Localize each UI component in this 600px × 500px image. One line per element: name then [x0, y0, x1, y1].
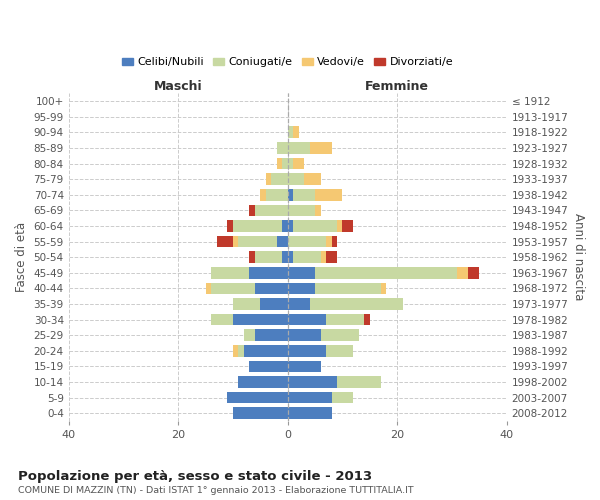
Bar: [255, 204, 287, 216]
Bar: [217, 236, 233, 248]
Bar: [287, 204, 315, 216]
Bar: [326, 252, 337, 263]
Bar: [457, 267, 469, 278]
Bar: [287, 142, 310, 154]
Bar: [326, 314, 364, 326]
Bar: [293, 189, 315, 200]
Bar: [293, 220, 337, 232]
Bar: [238, 376, 287, 388]
Bar: [469, 267, 479, 278]
Bar: [233, 236, 238, 248]
Bar: [287, 392, 331, 404]
Bar: [315, 267, 457, 278]
Bar: [233, 314, 287, 326]
Bar: [282, 252, 287, 263]
Bar: [287, 282, 315, 294]
Bar: [233, 408, 287, 419]
Bar: [364, 314, 370, 326]
Bar: [320, 252, 326, 263]
Bar: [250, 204, 255, 216]
Bar: [287, 345, 326, 356]
Bar: [287, 330, 320, 341]
Bar: [287, 252, 293, 263]
Bar: [211, 314, 233, 326]
Bar: [282, 158, 287, 170]
Bar: [266, 174, 271, 185]
Legend: Celibi/Nubili, Coniugati/e, Vedovi/e, Divorziati/e: Celibi/Nubili, Coniugati/e, Vedovi/e, Di…: [118, 53, 458, 72]
Bar: [287, 314, 326, 326]
Bar: [287, 376, 337, 388]
Bar: [287, 158, 293, 170]
Bar: [337, 376, 381, 388]
Bar: [233, 298, 260, 310]
Bar: [233, 220, 282, 232]
Bar: [293, 252, 320, 263]
Bar: [277, 158, 282, 170]
Bar: [260, 298, 287, 310]
Bar: [326, 236, 331, 248]
Bar: [255, 252, 282, 263]
Bar: [227, 392, 287, 404]
Bar: [227, 220, 233, 232]
Bar: [287, 408, 331, 419]
Bar: [233, 345, 238, 356]
Bar: [238, 345, 244, 356]
Bar: [287, 360, 320, 372]
Bar: [211, 282, 255, 294]
Bar: [331, 236, 337, 248]
Bar: [287, 220, 293, 232]
Bar: [304, 174, 320, 185]
Bar: [250, 360, 287, 372]
Bar: [250, 267, 287, 278]
Bar: [287, 174, 304, 185]
Bar: [381, 282, 386, 294]
Bar: [320, 330, 359, 341]
Bar: [277, 142, 287, 154]
Text: Femmine: Femmine: [365, 80, 429, 94]
Text: Maschi: Maschi: [154, 80, 202, 94]
Bar: [266, 189, 287, 200]
Bar: [250, 252, 255, 263]
Bar: [315, 189, 343, 200]
Bar: [277, 236, 287, 248]
Bar: [260, 189, 266, 200]
Bar: [287, 298, 310, 310]
Bar: [211, 267, 250, 278]
Bar: [310, 298, 403, 310]
Bar: [315, 204, 320, 216]
Bar: [238, 236, 277, 248]
Bar: [255, 282, 287, 294]
Bar: [343, 220, 353, 232]
Bar: [293, 158, 304, 170]
Bar: [337, 220, 343, 232]
Bar: [244, 345, 287, 356]
Bar: [206, 282, 211, 294]
Bar: [287, 267, 315, 278]
Bar: [331, 392, 353, 404]
Bar: [315, 282, 381, 294]
Bar: [293, 126, 299, 138]
Text: Popolazione per età, sesso e stato civile - 2013: Popolazione per età, sesso e stato civil…: [18, 470, 372, 483]
Y-axis label: Fasce di età: Fasce di età: [15, 222, 28, 292]
Bar: [287, 189, 293, 200]
Bar: [287, 126, 293, 138]
Y-axis label: Anni di nascita: Anni di nascita: [572, 214, 585, 301]
Bar: [244, 330, 255, 341]
Bar: [326, 345, 353, 356]
Bar: [287, 236, 326, 248]
Text: COMUNE DI MAZZIN (TN) - Dati ISTAT 1° gennaio 2013 - Elaborazione TUTTITALIA.IT: COMUNE DI MAZZIN (TN) - Dati ISTAT 1° ge…: [18, 486, 413, 495]
Bar: [310, 142, 331, 154]
Bar: [271, 174, 287, 185]
Bar: [255, 330, 287, 341]
Bar: [282, 220, 287, 232]
